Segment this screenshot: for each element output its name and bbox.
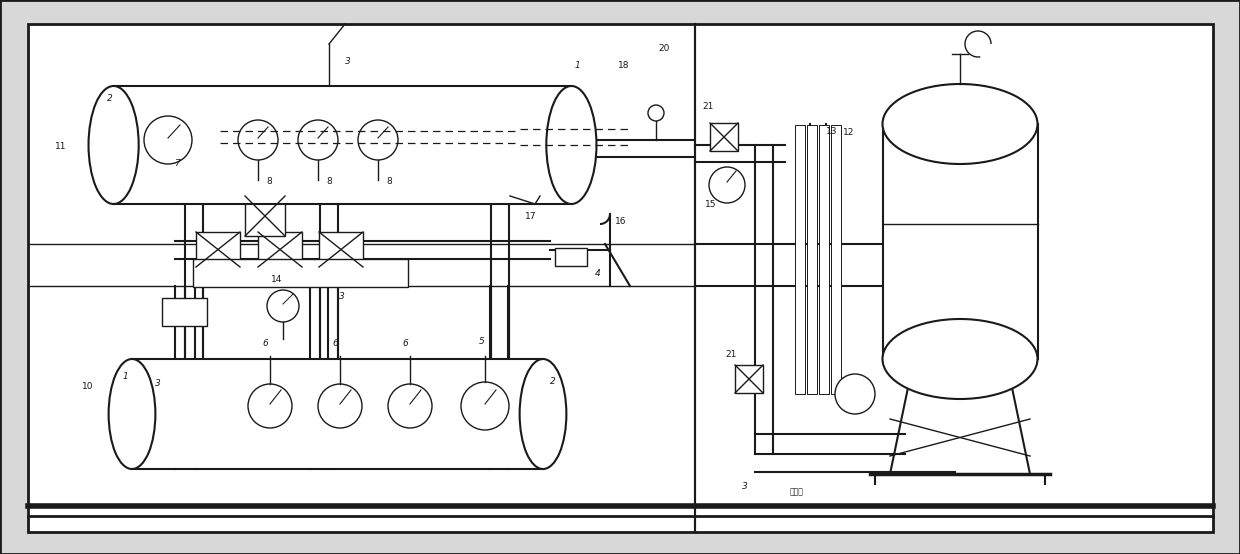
Circle shape (144, 116, 192, 164)
Text: 6: 6 (332, 339, 337, 348)
Text: 12: 12 (843, 128, 854, 137)
Text: 18: 18 (618, 61, 630, 70)
Bar (883, 124, 1038, 359)
Text: 6: 6 (402, 339, 408, 348)
Ellipse shape (88, 86, 139, 204)
Bar (114, 86, 572, 204)
Text: 注脱管: 注脱管 (790, 487, 804, 496)
Bar (556, 248, 587, 266)
Bar (193, 259, 408, 287)
Ellipse shape (520, 359, 567, 469)
Bar (196, 232, 241, 267)
Text: 17: 17 (525, 212, 537, 221)
Text: 21: 21 (725, 350, 737, 359)
Bar (711, 123, 738, 151)
Circle shape (461, 382, 508, 430)
Text: 15: 15 (706, 200, 717, 209)
Ellipse shape (883, 319, 1038, 399)
Bar (795, 125, 805, 394)
Text: 2: 2 (551, 377, 556, 386)
Text: 8: 8 (326, 177, 332, 186)
Bar (258, 232, 303, 267)
Ellipse shape (547, 86, 596, 204)
Circle shape (649, 105, 663, 121)
Text: 4: 4 (595, 269, 600, 278)
Bar (831, 125, 841, 394)
Text: 16: 16 (615, 217, 626, 226)
Text: 3: 3 (345, 57, 351, 66)
Text: 3: 3 (742, 482, 748, 491)
Ellipse shape (883, 84, 1038, 164)
Text: 6: 6 (262, 339, 268, 348)
Bar (807, 125, 817, 394)
Bar (246, 196, 285, 236)
Text: 2: 2 (107, 94, 113, 103)
Circle shape (388, 384, 432, 428)
Text: 8: 8 (267, 177, 272, 186)
Text: 1: 1 (575, 61, 580, 70)
Text: 13: 13 (826, 127, 837, 136)
Bar (735, 365, 763, 393)
Text: 1: 1 (123, 372, 129, 381)
Circle shape (248, 384, 291, 428)
Text: 14: 14 (272, 275, 283, 284)
Text: 7: 7 (174, 159, 180, 168)
Text: 3: 3 (339, 292, 345, 301)
Circle shape (298, 120, 339, 160)
Text: 5: 5 (479, 337, 485, 346)
Bar (319, 232, 363, 267)
Circle shape (238, 120, 278, 160)
Ellipse shape (109, 359, 155, 469)
Bar (162, 298, 207, 326)
Text: 20: 20 (658, 44, 670, 53)
Text: 8: 8 (386, 177, 392, 186)
Text: 21: 21 (702, 102, 713, 111)
Circle shape (835, 374, 875, 414)
Text: 10: 10 (82, 382, 93, 391)
Circle shape (267, 290, 299, 322)
Circle shape (709, 167, 745, 203)
Circle shape (317, 384, 362, 428)
Bar (131, 359, 543, 469)
Text: 11: 11 (55, 142, 67, 151)
Text: 3: 3 (155, 379, 161, 388)
Bar (818, 125, 830, 394)
Circle shape (358, 120, 398, 160)
